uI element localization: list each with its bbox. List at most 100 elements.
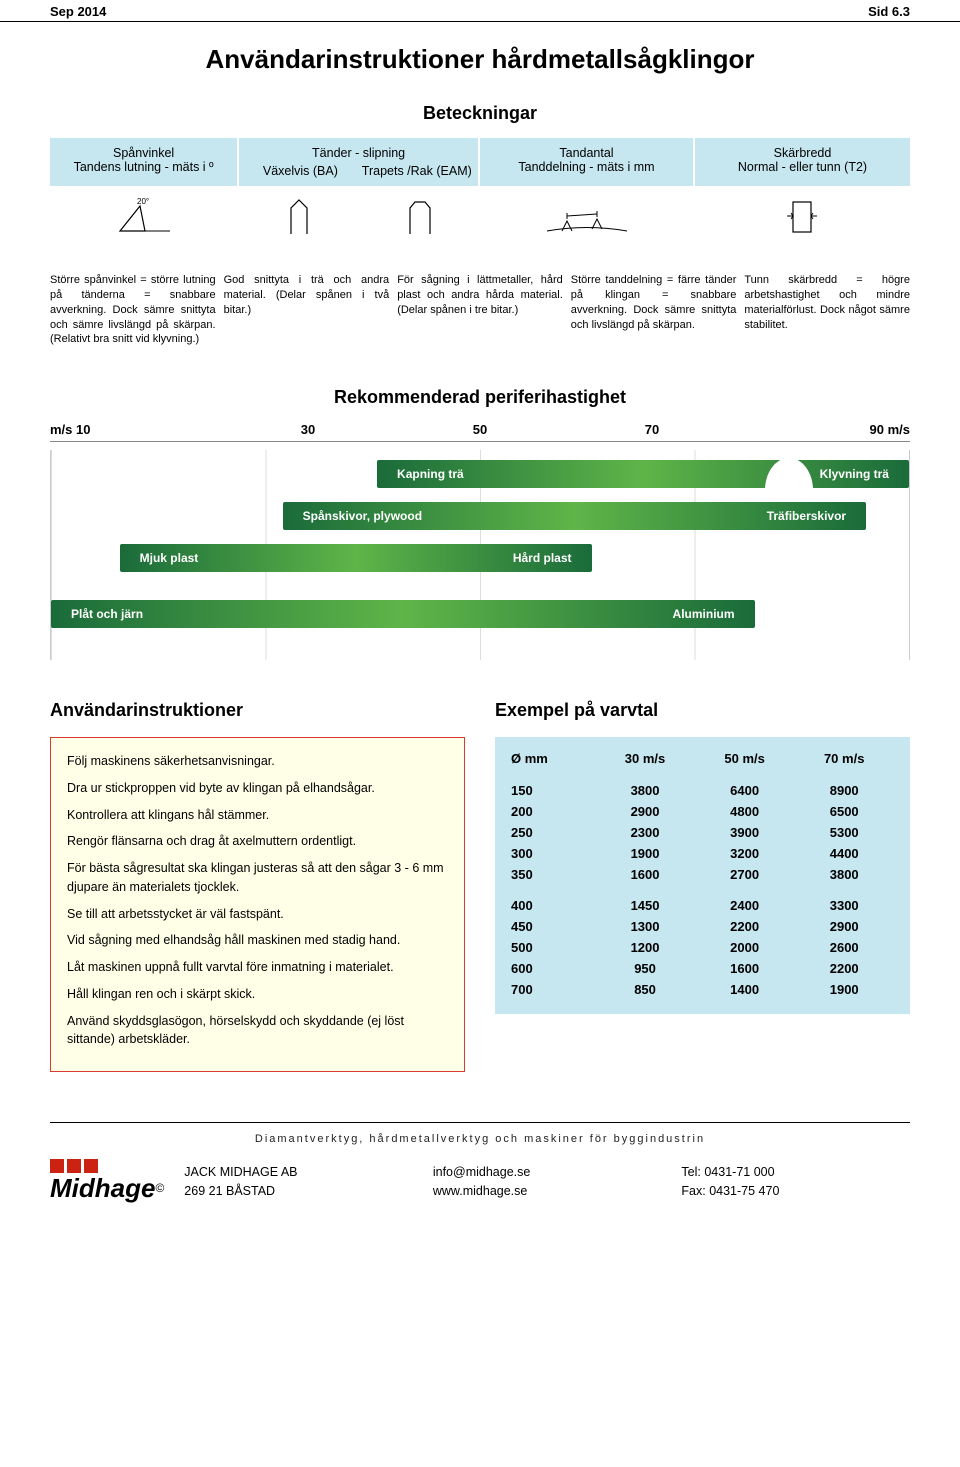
speed-bar: Mjuk plast Hård plast <box>120 544 592 572</box>
instructions-title: Användarinstruktioner <box>50 700 465 721</box>
desig-col-skarbredd: Skärbredd Normal - eller tunn (T2) <box>695 138 910 186</box>
footer-url: www.midhage.se <box>433 1182 662 1201</box>
bar-label: Aluminium <box>673 607 735 621</box>
rpm-title: Exempel på varvtal <box>495 700 910 721</box>
rpm-cell: 400 <box>511 898 595 913</box>
desig-head1: Skärbredd <box>701 146 904 160</box>
rpm-cell: 1900 <box>595 846 695 861</box>
desc-cell: God snittyta i trä och andra material. (… <box>224 273 390 347</box>
rpm-head-cell: Ø mm <box>511 751 595 766</box>
bar-label: Spånskivor, plywood <box>303 509 422 523</box>
rpm-cell: 1400 <box>695 982 795 997</box>
rpm-cell: 500 <box>511 940 595 955</box>
rpm-cell: 200 <box>511 804 595 819</box>
scale-tick: m/s 10 <box>50 422 222 437</box>
rpm-cell: 2600 <box>794 940 894 955</box>
instruction-item: Kontrollera att klingans hål stämmer. <box>67 806 448 825</box>
tandantal-icon <box>480 192 695 245</box>
rpm-cell: 8900 <box>794 783 894 798</box>
bar-label: Mjuk plast <box>140 551 199 565</box>
scale-tick: 50 <box>394 422 566 437</box>
rpm-row: 500120020002600 <box>511 937 894 958</box>
designations-title: Beteckningar <box>50 103 910 124</box>
page-header: Sep 2014 Sid 6.3 <box>0 0 960 22</box>
logo-text: Midhage <box>50 1173 155 1203</box>
footer-phone: Tel: 0431-71 000 Fax: 0431-75 470 <box>681 1163 910 1201</box>
rpm-cell: 250 <box>511 825 595 840</box>
desig-head1: Tandantal <box>486 146 687 160</box>
desig-head2: Tanddelning - mäts i mm <box>486 160 687 174</box>
svg-text:20°: 20° <box>137 197 149 206</box>
desig-head2: Tandens lutning - mäts i º <box>56 160 231 174</box>
rpm-row: 400145024003300 <box>511 895 894 916</box>
desig-col-spanvinkel: Spånvinkel Tandens lutning - mäts i º <box>50 138 239 186</box>
vaxelvis-icon <box>239 192 359 245</box>
bar-label: Plåt och järn <box>71 607 143 621</box>
rpm-cell: 2900 <box>595 804 695 819</box>
scale-tick: 90 m/s <box>738 422 910 437</box>
instruction-item: Rengör flänsarna och drag åt axelmuttern… <box>67 832 448 851</box>
designations-section: Beteckningar Spånvinkel Tandens lutning … <box>0 103 960 245</box>
rpm-body-1: 1503800640089002002900480065002502300390… <box>511 780 894 885</box>
desig-head1: Spånvinkel <box>56 146 231 160</box>
rpm-cell: 300 <box>511 846 595 861</box>
saw-blade-icon <box>765 458 813 490</box>
rpm-body-2: 400145024003300 4501300 2200 2900 5001200200… <box>511 895 894 1000</box>
speed-bar: Kapning träKlyvning trä <box>377 460 909 488</box>
rpm-cell: 3800 <box>794 867 894 882</box>
desig-head1: Tänder - slipning <box>245 146 472 160</box>
company-city: 269 21 BÅSTAD <box>184 1182 413 1201</box>
rpm-cell: 4800 <box>695 804 795 819</box>
descriptions-row: Större spånvinkel = större lutning på tä… <box>0 273 960 357</box>
footer-web: info@midhage.se www.midhage.se <box>433 1163 662 1201</box>
speed-bars: Kapning träKlyvning trä Spånskivor, plywo… <box>50 450 910 660</box>
skarbredd-icon <box>695 192 910 245</box>
rpm-cell: 3200 <box>695 846 795 861</box>
rpm-cell: 600 <box>511 961 595 976</box>
instruction-item: Se till att arbetsstycket är väl fastspä… <box>67 905 448 924</box>
page-footer: Diamantverktyg, hårdmetallverktyg och ma… <box>50 1122 910 1224</box>
bar-label: Klyvning trä <box>820 467 889 481</box>
speed-bar: Spånskivor, plywood Träfiberskivor <box>283 502 866 530</box>
rpm-cell: 1600 <box>695 961 795 976</box>
rpm-cell: 150 <box>511 783 595 798</box>
bar-label: Träfiberskivor <box>767 509 846 523</box>
desig-sub2: Trapets /Rak (EAM) <box>362 164 472 178</box>
rpm-row: 200290048006500 <box>511 801 894 822</box>
rpm-row: 60095016002200 <box>511 958 894 979</box>
instruction-item: Följ maskinens säkerhetsanvisningar. <box>67 752 448 771</box>
rpm-row: 150380064008900 <box>511 780 894 801</box>
instruction-item: Dra ur stickproppen vid byte av klingan … <box>67 779 448 798</box>
instruction-item: Låt maskinen uppnå fullt varvtal före in… <box>67 958 448 977</box>
desig-head2: Normal - eller tunn (T2) <box>701 160 904 174</box>
bar-label: Hård plast <box>513 551 572 565</box>
desig-sub1: Växelvis (BA) <box>245 164 355 178</box>
rpm-cell: 1450 <box>595 898 695 913</box>
desc-cell: Större spånvinkel = större lutning på tä… <box>50 273 216 347</box>
instructions-col: Användarinstruktioner Följ maskinens säk… <box>50 700 465 1072</box>
rpm-head-cell: 50 m/s <box>695 751 795 766</box>
logo-icon <box>50 1159 164 1173</box>
two-col-section: Användarinstruktioner Följ maskinens säk… <box>0 670 960 1092</box>
rpm-cell: 1200 <box>595 940 695 955</box>
speed-title: Rekommenderad periferihastighet <box>50 387 910 408</box>
rpm-cell: 2200 <box>794 961 894 976</box>
instructions-box: Följ maskinens säkerhetsanvisningar. Dra … <box>50 737 465 1072</box>
designations-header-row: Spånvinkel Tandens lutning - mäts i º Tä… <box>50 138 910 186</box>
designations-icons: 20° <box>50 192 910 245</box>
desig-col-tandantal: Tandantal Tanddelning - mäts i mm <box>480 138 695 186</box>
rpm-cell: 6500 <box>794 804 894 819</box>
rpm-cell: 950 <box>595 961 695 976</box>
rpm-head-cell: 70 m/s <box>794 751 894 766</box>
rpm-cell: 700 <box>511 982 595 997</box>
rpm-cell: 1300 <box>595 919 695 934</box>
rpm-cell: 450 <box>511 919 595 934</box>
rpm-cell: 1600 <box>595 867 695 882</box>
rpm-row: 250230039005300 <box>511 822 894 843</box>
rpm-cell: 2900 <box>794 919 894 934</box>
footer-email: info@midhage.se <box>433 1163 662 1182</box>
rpm-cell: 2000 <box>695 940 795 955</box>
instruction-item: Håll klingan ren och i skärpt skick. <box>67 985 448 1004</box>
rpm-cell: 2400 <box>695 898 795 913</box>
footer-fax: Fax: 0431-75 470 <box>681 1182 910 1201</box>
